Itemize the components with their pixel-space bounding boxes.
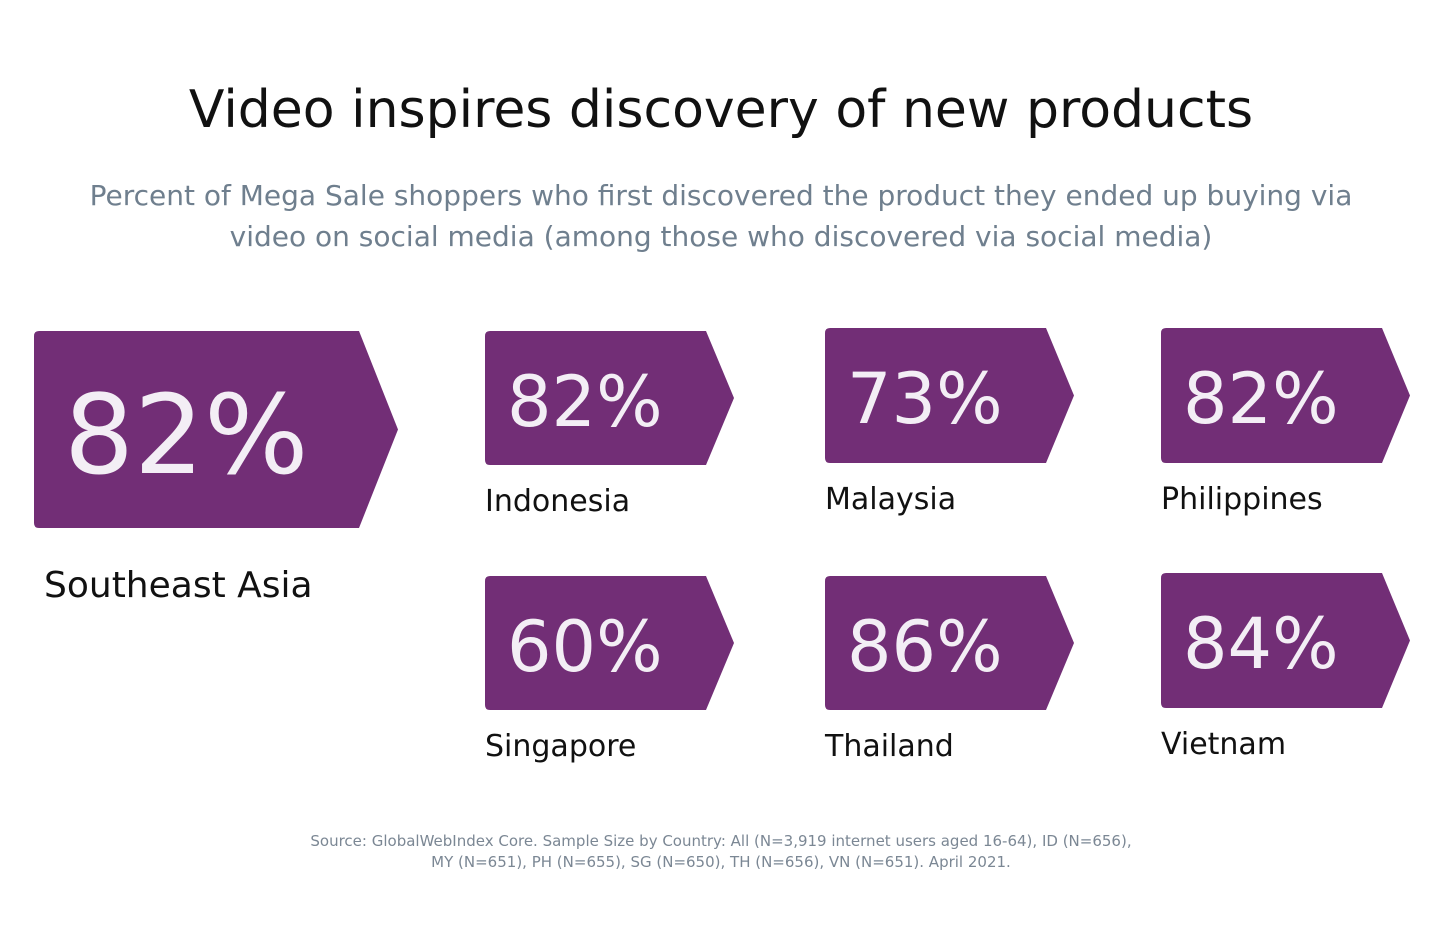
source-footnote: Source: GlobalWebIndex Core. Sample Size… [310, 832, 1132, 871]
stat-value: 82% [507, 361, 663, 443]
badge-fill [1161, 328, 1410, 463]
stat-value: 73% [847, 358, 1003, 440]
stat-value: 86% [847, 606, 1003, 688]
stat-badge: 82% Philippines [1161, 328, 1410, 515]
stat-value: 82% [1183, 358, 1339, 440]
stat-value: 60% [507, 606, 663, 688]
stat-badge: 60% Singapore [485, 576, 734, 762]
badge-shape [485, 331, 734, 465]
stat-value: 82% [64, 371, 309, 499]
badge-fill [485, 331, 734, 465]
stat-badge: 82% Southeast Asia [34, 331, 398, 604]
region-label: Vietnam [1161, 727, 1287, 762]
badge-shape [1161, 573, 1410, 708]
chart-subtitle: Percent of Mega Sale shoppers who first … [89, 179, 1353, 253]
stat-value: 84% [1183, 603, 1339, 685]
region-label: Singapore [485, 729, 637, 764]
badge-fill [825, 576, 1074, 710]
badge-fill [825, 328, 1074, 463]
region-label: Southeast Asia [44, 565, 313, 606]
region-label: Malaysia [825, 482, 957, 517]
stat-badge: 73% Malaysia [825, 328, 1074, 515]
stat-badge: 86% Thailand [825, 576, 1074, 762]
badge-shape [825, 328, 1074, 463]
badge-fill [1161, 573, 1410, 708]
stat-badge: 82% Indonesia [485, 331, 734, 517]
region-label: Indonesia [485, 484, 631, 519]
badge-shape [34, 331, 398, 528]
stat-badge: 84% Vietnam [1161, 573, 1410, 760]
badge-shape [825, 576, 1074, 710]
badge-fill [485, 576, 734, 710]
badge-fill [34, 331, 398, 528]
chart-title: Video inspires discovery of new products [188, 80, 1254, 140]
badge-shape [1161, 328, 1410, 463]
region-label: Philippines [1161, 482, 1323, 517]
region-label: Thailand [825, 729, 954, 764]
badge-shape [485, 576, 734, 710]
